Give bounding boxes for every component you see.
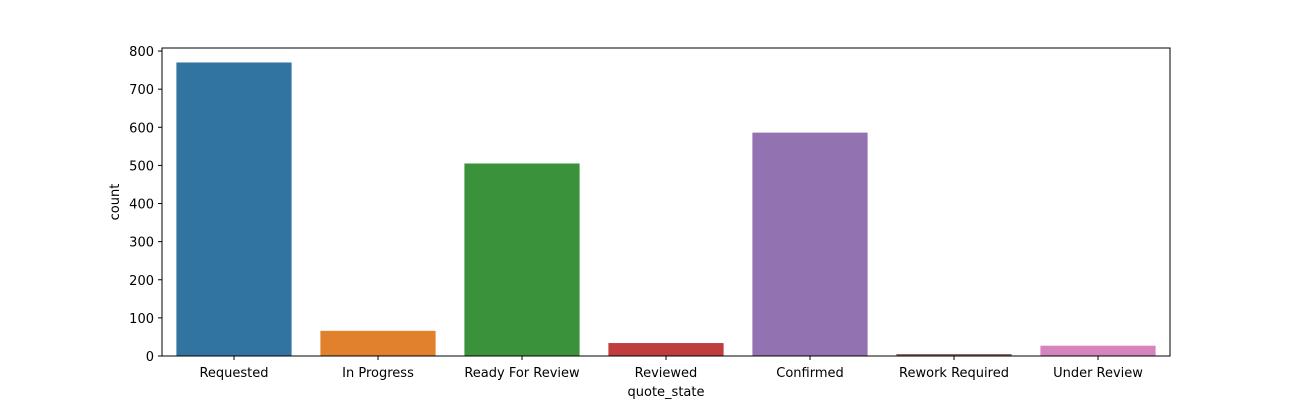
x-axis-label: quote_state bbox=[628, 385, 705, 400]
y-tick-label: 300 bbox=[129, 236, 154, 251]
bar-reviewed bbox=[608, 343, 724, 356]
y-tick-label: 400 bbox=[129, 198, 154, 213]
bar-in-progress bbox=[320, 330, 436, 356]
bar-confirmed bbox=[752, 132, 868, 356]
x-tick-label: In Progress bbox=[342, 366, 414, 381]
x-tick-label: Rework Required bbox=[899, 366, 1009, 381]
x-tick-label: Requested bbox=[199, 366, 268, 381]
bar-under-review bbox=[1040, 345, 1156, 356]
x-tick-label: Reviewed bbox=[635, 366, 698, 381]
y-tick-label: 0 bbox=[146, 350, 154, 365]
x-tick-label: Ready For Review bbox=[464, 366, 580, 381]
bar-rework-required bbox=[896, 354, 1012, 356]
bar-ready-for-review bbox=[464, 163, 580, 356]
x-axis-ticks: Requested In Progress Ready For Review Revi… bbox=[199, 356, 1143, 381]
y-tick-label: 100 bbox=[129, 312, 154, 327]
y-tick-label: 500 bbox=[129, 159, 154, 174]
bar-requested bbox=[176, 62, 292, 357]
x-tick-label: Under Review bbox=[1053, 366, 1143, 381]
y-tick-label: 600 bbox=[129, 121, 154, 136]
x-tick-label: Confirmed bbox=[776, 366, 844, 381]
plot-frame bbox=[161, 47, 1171, 357]
y-tick-label: 800 bbox=[129, 45, 154, 60]
y-axis-label: count bbox=[108, 184, 123, 221]
y-axis-ticks: 0 100 200 300 400 500 600 700 800 bbox=[129, 45, 162, 365]
y-tick-label: 700 bbox=[129, 83, 154, 98]
y-tick-label: 200 bbox=[129, 274, 154, 289]
bars-group bbox=[176, 62, 1156, 357]
